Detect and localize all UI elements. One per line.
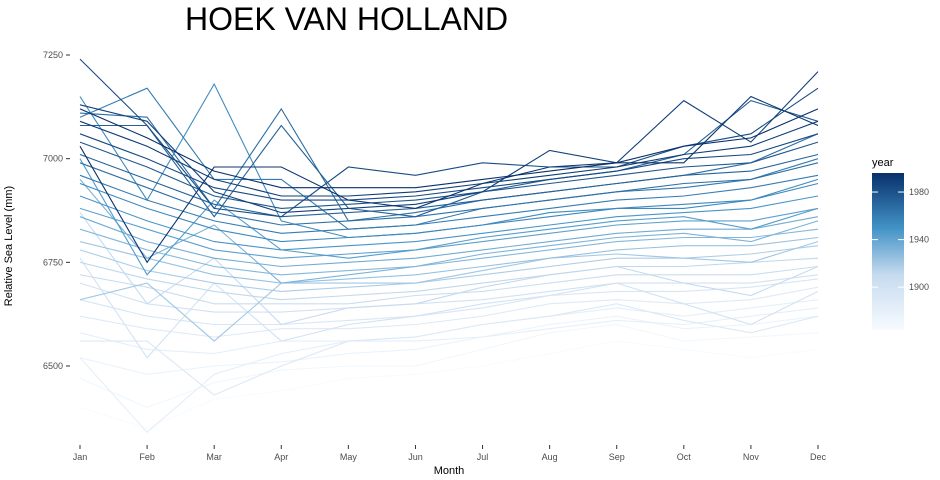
y-axis-title: Relative Sea Level (mm) bbox=[3, 186, 15, 306]
series-line-1930 bbox=[79, 228, 819, 276]
series-line-1888 bbox=[79, 286, 819, 338]
x-tick-label: Dec bbox=[810, 452, 827, 462]
series-line-1894 bbox=[79, 278, 819, 326]
series-line-1918 bbox=[79, 245, 819, 292]
y-tick-label: 6750 bbox=[43, 257, 63, 267]
series-line-1966 bbox=[79, 162, 819, 226]
series-line-1954 bbox=[79, 182, 819, 243]
series-line-1967 bbox=[79, 107, 819, 222]
series-line-1993 bbox=[79, 95, 819, 264]
series-line-1900 bbox=[79, 274, 819, 313]
x-tick-label: Aug bbox=[542, 452, 558, 462]
x-tick-label: Feb bbox=[139, 452, 155, 462]
series-line-1974 bbox=[80, 99, 819, 218]
series-line-1948 bbox=[79, 195, 819, 251]
series-line-1960 bbox=[79, 174, 819, 234]
x-axis-title: Month bbox=[434, 465, 465, 477]
y-tick-label: 7250 bbox=[43, 50, 63, 60]
series-line-1870 bbox=[79, 323, 819, 409]
legend-tick-label: 1980 bbox=[909, 187, 929, 197]
series-line-1864 bbox=[79, 340, 819, 429]
series-line-1936 bbox=[79, 216, 819, 268]
series-line-1953 bbox=[79, 82, 819, 239]
x-axis: Jan Feb Mar Apr May Jun Jul Aug Sep Oct Nov Dec bbox=[73, 445, 827, 462]
legend: year 1900 1940 1980 bbox=[872, 157, 929, 330]
x-tick-label: Mar bbox=[206, 452, 222, 462]
series-line-1924 bbox=[79, 236, 819, 284]
legend-ticks: 1900 1940 1980 bbox=[872, 187, 929, 292]
y-axis: 6500 6750 7000 7250 bbox=[43, 50, 70, 371]
x-tick-label: Jul bbox=[477, 452, 489, 462]
series-line-1990 bbox=[79, 120, 819, 197]
x-tick-label: Nov bbox=[743, 452, 760, 462]
series-line-1996 bbox=[79, 108, 819, 189]
x-tick-label: May bbox=[340, 452, 358, 462]
plot-area bbox=[79, 58, 819, 434]
legend-title: year bbox=[872, 157, 894, 169]
legend-colorbar bbox=[872, 173, 904, 330]
series-line-1961 bbox=[79, 87, 819, 230]
x-tick-label: Sep bbox=[609, 452, 625, 462]
series-line-1932 bbox=[79, 179, 819, 284]
x-tick-label: Oct bbox=[677, 452, 692, 462]
series-line-1881 bbox=[79, 307, 819, 434]
series-line-1899 bbox=[79, 257, 819, 359]
series-line-1988 bbox=[79, 71, 819, 214]
series-line-1876 bbox=[79, 315, 819, 375]
legend-tick-label: 1940 bbox=[909, 235, 929, 245]
series-line-1921 bbox=[79, 241, 819, 342]
legend-tick-label: 1900 bbox=[909, 282, 929, 292]
series-line-1906 bbox=[79, 265, 819, 305]
x-tick-label: Jun bbox=[408, 452, 423, 462]
series-line-1944 bbox=[79, 158, 819, 276]
y-tick-label: 7000 bbox=[43, 154, 63, 164]
series-line-1910 bbox=[79, 212, 819, 326]
chart-title: HOEK VAN HOLLAND bbox=[185, 1, 508, 37]
x-tick-label: Jan bbox=[73, 452, 88, 462]
x-tick-label: Apr bbox=[274, 452, 288, 462]
series-line-1912 bbox=[79, 257, 819, 301]
series-line-1890 bbox=[80, 303, 819, 396]
y-tick-label: 6500 bbox=[43, 361, 63, 371]
series-line-1882 bbox=[79, 299, 819, 355]
series-line-1983 bbox=[79, 58, 819, 218]
series-line-1942 bbox=[79, 207, 819, 259]
